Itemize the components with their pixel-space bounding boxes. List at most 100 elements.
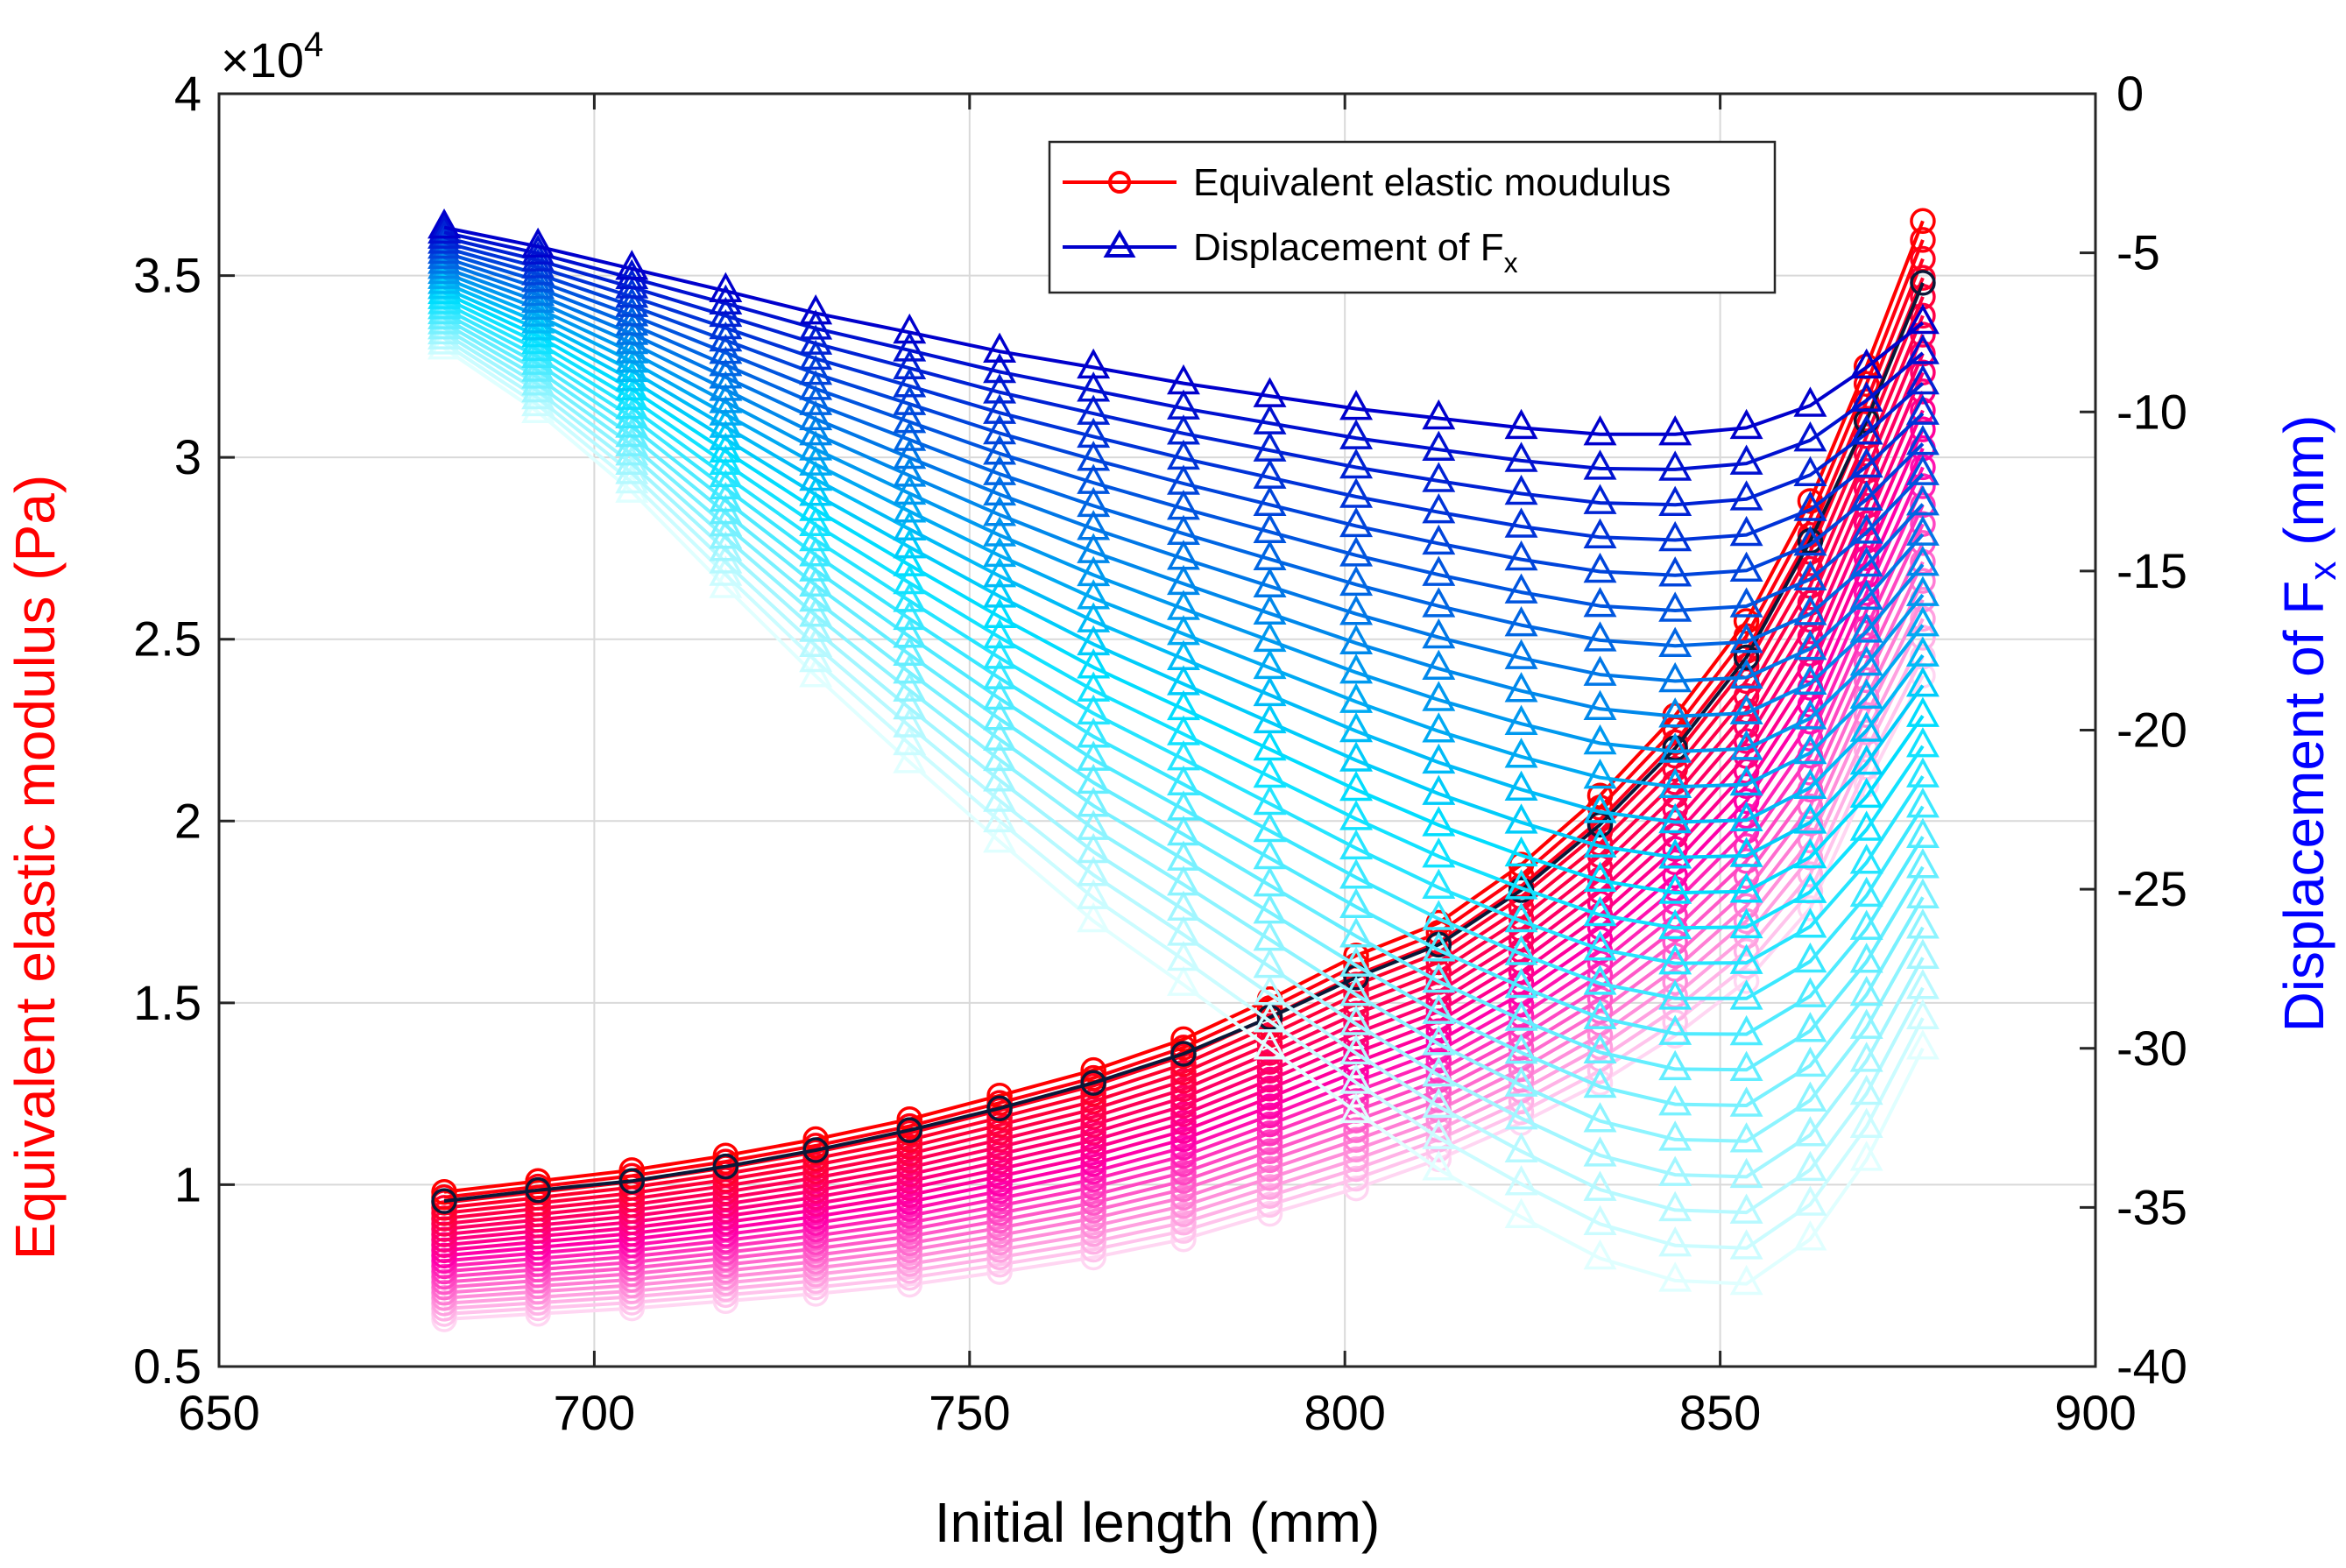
displacement-series-12-marker	[615, 361, 649, 392]
modulus-series-21-marker	[1256, 1174, 1283, 1200]
displacement-series-2-marker	[1253, 431, 1287, 462]
y-left-tick-label: 4	[174, 66, 201, 121]
displacement-series-5-marker	[1658, 591, 1692, 622]
displacement-series-8-marker	[1167, 564, 1200, 596]
displacement-series-2-marker	[1729, 480, 1763, 511]
legend-marker-modulus	[1108, 171, 1131, 194]
modulus-series-reference-marker	[712, 1153, 739, 1180]
modulus-series-4-marker	[896, 1134, 923, 1160]
modulus-series-7-marker	[1170, 1084, 1197, 1111]
displacement-series-12-marker	[1077, 625, 1111, 656]
displacement-series-10-marker	[983, 536, 1017, 568]
displacement-series-10-marker	[1077, 579, 1111, 610]
displacement-series-18-marker	[1167, 815, 1200, 846]
displacement-series-11-marker	[1905, 636, 1940, 667]
modulus-series-9-marker	[896, 1168, 923, 1195]
displacement-series-2-marker	[1849, 414, 1883, 445]
displacement-series-18-marker	[983, 700, 1017, 731]
displacement-series-6-marker	[1658, 626, 1692, 657]
displacement-series-13-marker	[1849, 777, 1883, 809]
displacement-series-21-marker	[1905, 938, 1940, 969]
displacement-series-21-marker	[1583, 1136, 1617, 1167]
modulus-series-6-marker	[1170, 1076, 1197, 1103]
displacement-series-13-marker	[1905, 696, 1940, 727]
modulus-series-0-marker	[1910, 208, 1936, 235]
displacement-series-18-marker	[1849, 943, 1883, 973]
modulus-series-15-marker	[1170, 1151, 1197, 1177]
displacement-series-4-marker	[1905, 424, 1940, 456]
displacement-series-16-marker	[1253, 811, 1287, 843]
displacement-series-7-marker	[983, 475, 1017, 506]
displacement-series-6-marker	[1253, 540, 1287, 571]
displacement-series-22-marker	[428, 319, 462, 350]
displacement-series-14-marker	[983, 618, 1017, 649]
displacement-series-23-line	[442, 342, 1925, 1250]
displacement-series-20-marker	[1253, 921, 1287, 951]
displacement-series-5-marker	[983, 434, 1017, 465]
displacement-series-4-marker	[1504, 540, 1538, 571]
displacement-series-15-marker	[1793, 908, 1827, 938]
modulus-series-22-marker	[1256, 1183, 1283, 1209]
displacement-series-9-marker	[983, 516, 1017, 547]
displacement-series-22-line	[442, 336, 1925, 1215]
displacement-series-6-marker	[1167, 514, 1200, 545]
displacement-series-5-marker	[799, 370, 833, 400]
displacement-series-5	[428, 233, 1940, 622]
displacement-series-8-marker	[1504, 672, 1538, 703]
y-right-tick-label: -25	[2116, 861, 2187, 916]
displacement-series-13-marker	[893, 546, 927, 576]
displacement-series-19-marker	[1253, 893, 1287, 924]
modulus-series-17-marker	[1256, 1138, 1283, 1164]
displacement-series-2-marker	[1422, 462, 1456, 492]
displacement-series-1-marker	[1422, 430, 1456, 461]
displacement-series-0-marker	[1253, 377, 1287, 407]
modulus-series-24-marker	[1733, 968, 1760, 994]
displacement-series-15-marker	[1849, 844, 1883, 874]
displacement-series-6-marker	[1422, 587, 1456, 618]
displacement-series-20-marker	[1583, 1102, 1617, 1133]
displacement-series-17-marker	[1793, 977, 1827, 1007]
displacement-series-19-marker	[983, 720, 1017, 751]
displacement-series-19-marker	[1077, 787, 1111, 817]
displacement-series-6-marker	[1729, 623, 1763, 653]
displacement-series-4	[428, 228, 1940, 587]
displacement-series-16-marker	[1077, 717, 1111, 748]
displacement-series-16-marker	[1729, 979, 1763, 1010]
displacement-series-5-marker	[893, 402, 927, 434]
displacement-series-6-marker	[1905, 484, 1940, 516]
displacement-series-16-marker	[799, 536, 833, 567]
displacement-series-3-marker	[983, 393, 1017, 424]
displacement-series-12-marker	[1793, 803, 1827, 834]
displacement-series-9-marker	[1658, 732, 1692, 763]
displacement-series-10-line	[443, 276, 1925, 789]
displacement-series-21-marker	[1849, 1042, 1883, 1072]
displacement-series-16-marker	[1905, 788, 1940, 818]
displacement-series-8-marker	[1905, 545, 1940, 576]
displacement-series-14-marker	[1583, 895, 1617, 927]
displacement-series-22-marker	[1167, 915, 1200, 946]
displacement-series-5-marker	[1793, 560, 1827, 591]
displacement-series-19-marker	[1729, 1086, 1763, 1117]
displacement-series-17-marker	[1422, 931, 1456, 962]
displacement-series-24-marker	[1905, 1029, 1940, 1060]
displacement-series-1-marker	[615, 258, 649, 290]
displacement-series-19-marker	[893, 653, 927, 684]
modulus-series-23-marker	[896, 1264, 923, 1291]
displacement-series-21-marker	[983, 761, 1017, 792]
displacement-series-14-marker	[1849, 810, 1883, 841]
displacement-series-9-marker	[1077, 555, 1111, 587]
displacement-series-9-marker	[1793, 699, 1827, 730]
displacement-series-12-marker	[1504, 803, 1538, 834]
displacement-series-19-line	[442, 321, 1925, 1107]
modulus-series-reference-marker	[896, 1117, 923, 1143]
displacement-series-13-marker	[1504, 836, 1538, 867]
displacement-series-7-marker	[893, 438, 927, 470]
modulus-series-24-marker	[1170, 1225, 1197, 1253]
displacement-series-8-marker	[893, 456, 927, 487]
y-axis-exponent: ×104	[221, 25, 323, 88]
displacement-series-15-marker	[893, 582, 927, 612]
displacement-series-14-line	[443, 296, 1925, 930]
modulus-series-12-marker	[1733, 788, 1760, 815]
displacement-series-17-line	[443, 311, 1925, 1036]
displacement-series-13-marker	[799, 491, 833, 521]
